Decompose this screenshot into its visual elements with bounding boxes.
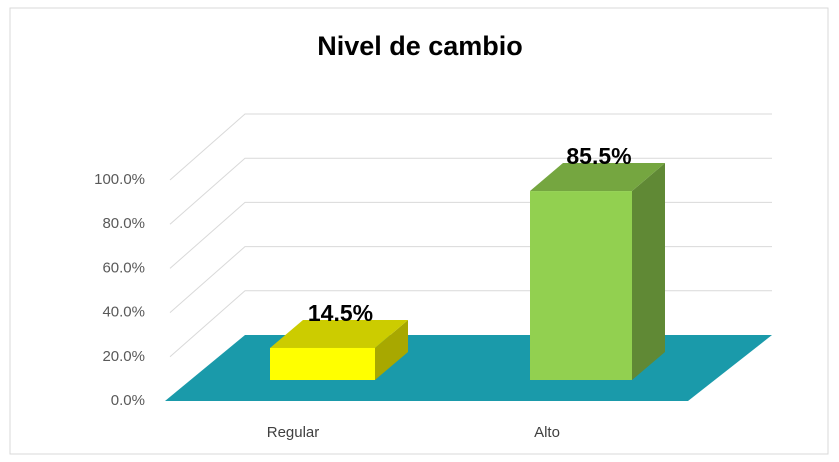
floor <box>165 335 772 401</box>
bar-front <box>270 347 375 380</box>
bar-top <box>530 163 665 192</box>
bar <box>530 163 665 380</box>
x-tick-label: Regular <box>267 424 320 441</box>
value-label: 14.5% <box>308 300 373 326</box>
x-tick-label: Alto <box>534 424 560 441</box>
y-tick-label: 60.0% <box>102 259 145 276</box>
y-tick-label: 0.0% <box>111 392 145 409</box>
bar-top <box>270 319 408 348</box>
y-tick-label: 40.0% <box>102 304 145 321</box>
y-tick-label: 20.0% <box>102 348 145 365</box>
bar <box>270 319 408 380</box>
bar-side <box>375 319 408 380</box>
chart-title: Nivel de cambio <box>317 31 523 61</box>
bar-side <box>632 163 665 380</box>
grid-line <box>169 157 772 225</box>
y-tick-label: 80.0% <box>102 215 145 232</box>
grid-line <box>169 113 772 181</box>
bar-front <box>530 191 632 380</box>
y-tick-label: 100.0% <box>94 171 145 188</box>
value-label: 85.5% <box>566 143 631 169</box>
